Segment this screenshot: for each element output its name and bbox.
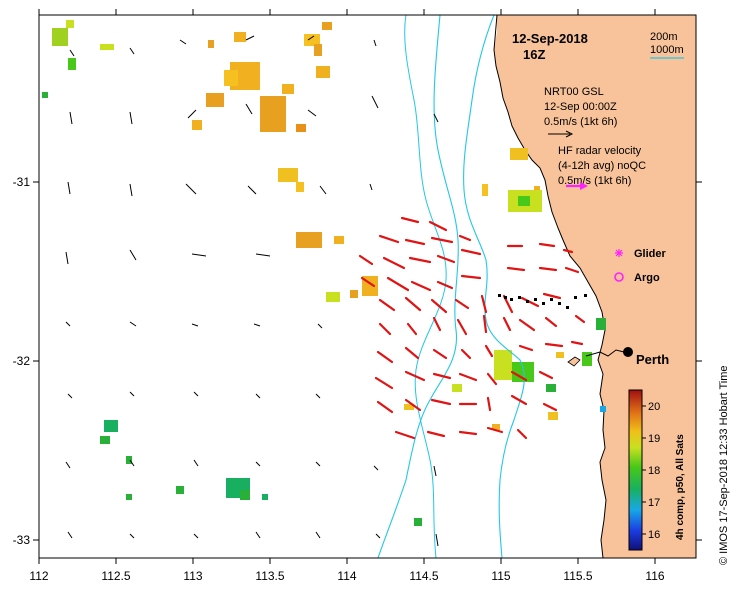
isobath-200m-label: 200m [650, 31, 678, 43]
date-label: 12-Sep-2018 [512, 31, 588, 46]
y-tick-label: -33 [13, 533, 31, 547]
sst-patches-cool [42, 20, 606, 526]
plot-frame [38, 14, 697, 559]
x-tick-label: 116 [645, 569, 664, 583]
model-current-arrows [65, 35, 439, 547]
glider-track [498, 294, 587, 309]
colorbar-tick-label: 18 [648, 465, 660, 477]
x-tick-label: 113.5 [255, 569, 284, 583]
radar-legend-avg: (4-12h avg) noQC [558, 160, 646, 172]
x-tick-label: 115 [491, 569, 510, 583]
colorbar-tick-label: 20 [648, 401, 660, 413]
x-tick-label: 112.5 [101, 569, 130, 583]
y-tick-label: -31 [13, 175, 31, 189]
y-tick-labels: -31 -32 -33 [13, 175, 31, 547]
argo-legend: Argo [614, 272, 660, 284]
glider-legend-icon [615, 249, 623, 257]
isobath-200m-inner [404, 15, 447, 558]
model-legend-time: 12-Sep 00:00Z [544, 101, 617, 113]
swan-river [585, 349, 625, 357]
model-legend-scale: 0.5m/s (1kt 6h) [544, 116, 617, 128]
radar-legend-title: HF radar velocity [558, 145, 642, 157]
x-tick-label: 112 [29, 569, 48, 583]
model-legend-arrow [548, 130, 574, 138]
y-tick-label: -32 [13, 354, 31, 368]
hour-label: 16Z [523, 47, 545, 62]
colorbar-tick-label: 16 [648, 529, 660, 541]
radar-legend-arrow [566, 182, 588, 190]
colorbar-ticks [642, 405, 646, 535]
axis-ticks [33, 9, 702, 564]
glider-legend-label: Glider [634, 248, 667, 260]
isobath-200m [463, 15, 525, 558]
colorbar-tick-label: 19 [648, 433, 660, 445]
model-legend-title: NRT00 GSL [544, 86, 604, 98]
coastline [493, 15, 607, 558]
x-tick-label: 114.5 [409, 569, 438, 583]
isobath-1000m [377, 15, 459, 558]
land-area [494, 15, 696, 558]
x-tick-label: 115.5 [563, 569, 592, 583]
x-tick-labels: 112 112.5 113 113.5 114 114.5 115 115.5 … [29, 569, 664, 583]
radar-current-arrows [358, 216, 586, 440]
radar-legend-scale: 0.5m/s (1kt 6h) [558, 175, 631, 187]
perth-marker [623, 347, 633, 357]
rottnest-island [567, 356, 581, 367]
x-tick-label: 113 [183, 569, 202, 583]
argo-legend-label: Argo [634, 272, 660, 284]
argo-legend-icon [614, 272, 624, 282]
isobath-1000m-label: 1000m [650, 44, 684, 56]
colorbar-tick-label: 17 [648, 497, 660, 509]
glider-legend: Glider [615, 248, 667, 260]
colorbar [628, 389, 643, 551]
x-tick-label: 114 [337, 569, 356, 583]
colorbar-label: 4h comp, p50, All Sats [675, 434, 686, 540]
credit-text: © IMOS 17-Sep-2018 12:33 Hobart Time [718, 366, 730, 565]
perth-label: Perth [636, 352, 669, 367]
